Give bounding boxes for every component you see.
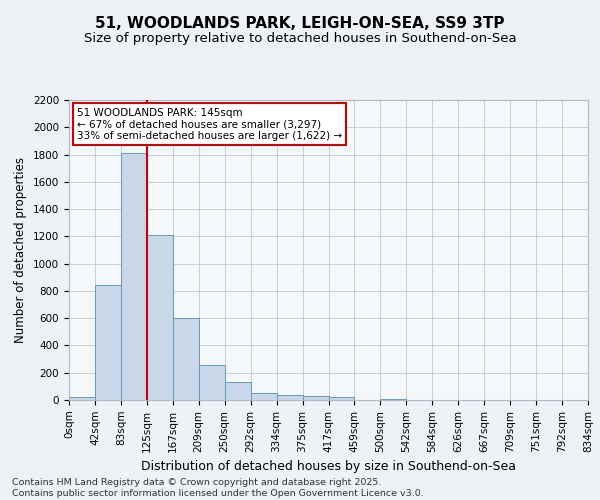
Bar [69, 398, 95, 400]
Text: Contains HM Land Registry data © Crown copyright and database right 2025.
Contai: Contains HM Land Registry data © Crown c… [12, 478, 424, 498]
Bar [380, 398, 406, 400]
Text: Size of property relative to detached houses in Southend-on-Sea: Size of property relative to detached ho… [83, 32, 517, 45]
Bar [147, 235, 173, 400]
Text: 51 WOODLANDS PARK: 145sqm
← 67% of detached houses are smaller (3,297)
33% of se: 51 WOODLANDS PARK: 145sqm ← 67% of detac… [77, 108, 342, 140]
Bar [329, 398, 355, 400]
Bar [95, 286, 121, 400]
Bar [251, 393, 277, 400]
Text: 51, WOODLANDS PARK, LEIGH-ON-SEA, SS9 3TP: 51, WOODLANDS PARK, LEIGH-ON-SEA, SS9 3T… [95, 16, 505, 31]
Bar [121, 153, 147, 400]
Bar [199, 365, 224, 400]
X-axis label: Distribution of detached houses by size in Southend-on-Sea: Distribution of detached houses by size … [141, 460, 516, 473]
Bar [225, 382, 251, 400]
Bar [302, 396, 329, 400]
Bar [277, 394, 302, 400]
Bar [173, 318, 199, 400]
Y-axis label: Number of detached properties: Number of detached properties [14, 157, 28, 343]
